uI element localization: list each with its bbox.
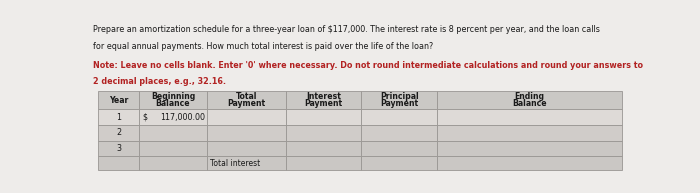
Bar xyxy=(438,125,622,141)
Bar xyxy=(361,125,438,141)
Bar xyxy=(98,109,139,125)
Text: Payment: Payment xyxy=(380,99,419,108)
Bar xyxy=(139,125,207,141)
Text: Balance: Balance xyxy=(512,99,547,108)
Bar xyxy=(361,109,438,125)
Bar xyxy=(438,91,622,109)
Bar xyxy=(438,141,622,156)
Text: Year: Year xyxy=(109,96,128,105)
Text: Payment: Payment xyxy=(304,99,342,108)
Bar xyxy=(286,91,361,109)
Text: Ending: Ending xyxy=(514,92,545,101)
Text: 1: 1 xyxy=(116,113,121,122)
Text: for equal annual payments. How much total interest is paid over the life of the : for equal annual payments. How much tota… xyxy=(93,42,433,52)
Text: Note: Leave no cells blank. Enter '0' where necessary. Do not round intermediate: Note: Leave no cells blank. Enter '0' wh… xyxy=(93,61,643,70)
Bar xyxy=(438,109,622,125)
Text: Prepare an amortization schedule for a three-year loan of $117,000. The interest: Prepare an amortization schedule for a t… xyxy=(93,25,600,34)
Bar xyxy=(207,156,286,170)
Text: Payment: Payment xyxy=(227,99,265,108)
Text: 117,000.00: 117,000.00 xyxy=(160,113,204,122)
Bar xyxy=(98,156,139,170)
Bar xyxy=(207,125,286,141)
Bar xyxy=(207,141,286,156)
Bar xyxy=(361,141,438,156)
Text: $: $ xyxy=(142,113,147,122)
Text: Beginning: Beginning xyxy=(150,92,195,101)
Bar xyxy=(98,91,139,109)
Bar xyxy=(207,109,286,125)
Bar xyxy=(286,109,361,125)
Text: Balance: Balance xyxy=(155,99,190,108)
Text: 2: 2 xyxy=(116,128,121,137)
Bar xyxy=(98,141,139,156)
Text: 3: 3 xyxy=(116,144,121,153)
Text: 2 decimal places, e.g., 32.16.: 2 decimal places, e.g., 32.16. xyxy=(93,77,226,86)
Text: Principal: Principal xyxy=(380,92,419,101)
Bar xyxy=(139,141,207,156)
Bar xyxy=(139,91,207,109)
Bar xyxy=(361,91,438,109)
Bar xyxy=(139,156,207,170)
Bar xyxy=(207,91,286,109)
Bar xyxy=(438,156,622,170)
Bar xyxy=(286,125,361,141)
Bar xyxy=(286,141,361,156)
Text: Total interest: Total interest xyxy=(209,159,260,168)
Text: Total: Total xyxy=(235,92,257,101)
Bar xyxy=(139,109,207,125)
Text: Interest: Interest xyxy=(306,92,341,101)
Bar xyxy=(98,125,139,141)
Bar xyxy=(361,156,438,170)
Bar xyxy=(286,156,361,170)
